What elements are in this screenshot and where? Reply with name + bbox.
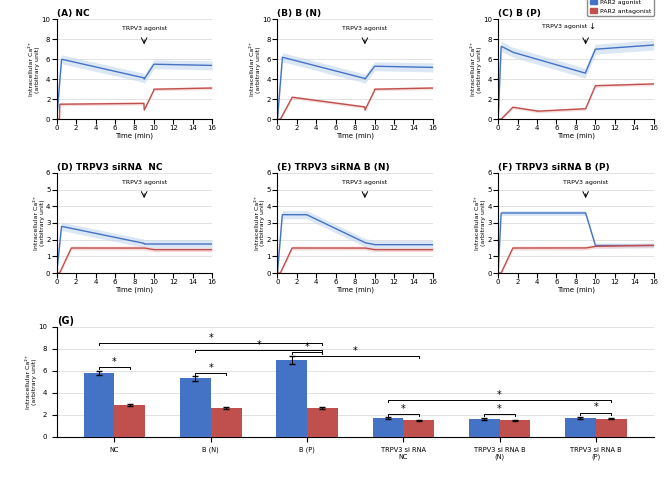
Y-axis label: Intracellular Ca²⁺
(arbitrary unit): Intracellular Ca²⁺ (arbitrary unit) bbox=[34, 196, 45, 250]
Text: TRPV3 agonist: TRPV3 agonist bbox=[542, 24, 587, 29]
X-axis label: Time (min): Time (min) bbox=[557, 287, 595, 293]
X-axis label: Time (min): Time (min) bbox=[336, 133, 374, 139]
Text: *: * bbox=[401, 404, 406, 414]
Bar bbox=[565, 418, 596, 437]
Y-axis label: Intracellular Ca²⁺
(arbitrary unit): Intracellular Ca²⁺ (arbitrary unit) bbox=[476, 196, 486, 250]
Bar bbox=[211, 408, 241, 437]
Bar bbox=[180, 379, 211, 437]
Bar bbox=[404, 420, 434, 437]
X-axis label: Time (min): Time (min) bbox=[115, 133, 153, 139]
X-axis label: Time (min): Time (min) bbox=[115, 287, 153, 293]
Text: TRPV3 agonist: TRPV3 agonist bbox=[342, 180, 388, 185]
Text: (G): (G) bbox=[57, 316, 73, 326]
Text: *: * bbox=[112, 357, 117, 367]
Text: TRPV3 agonist: TRPV3 agonist bbox=[121, 180, 167, 185]
X-axis label: Time (min): Time (min) bbox=[557, 133, 595, 139]
Legend: PAR2 agonist, PAR2 antagonist: PAR2 agonist, PAR2 antagonist bbox=[587, 0, 654, 16]
Y-axis label: Intracellular Ca²⁺
(arbitrary unit): Intracellular Ca²⁺ (arbitrary unit) bbox=[29, 42, 40, 96]
Text: (B) B (N): (B) B (N) bbox=[277, 10, 321, 18]
Text: TRPV3 agonist: TRPV3 agonist bbox=[563, 180, 608, 185]
Y-axis label: Intracellular Ca²⁺
(arbitrary unit): Intracellular Ca²⁺ (arbitrary unit) bbox=[255, 196, 265, 250]
Text: *: * bbox=[305, 342, 309, 352]
Text: *: * bbox=[257, 340, 261, 350]
Text: TRPV3 agonist: TRPV3 agonist bbox=[121, 26, 167, 31]
Text: *: * bbox=[594, 402, 598, 412]
Y-axis label: Intracellular Ca²⁺
(arbitrary unit): Intracellular Ca²⁺ (arbitrary unit) bbox=[471, 42, 482, 96]
Bar bbox=[83, 373, 115, 437]
Text: (A) NC: (A) NC bbox=[57, 10, 89, 18]
Text: *: * bbox=[208, 363, 213, 372]
Text: *: * bbox=[208, 333, 213, 343]
Text: *: * bbox=[497, 390, 502, 400]
Y-axis label: Intracellular Ca²⁺
(arbitrary unit): Intracellular Ca²⁺ (arbitrary unit) bbox=[250, 42, 261, 96]
Text: (C) B (P): (C) B (P) bbox=[498, 10, 541, 18]
Bar bbox=[372, 418, 404, 437]
Bar bbox=[596, 419, 627, 437]
Text: (F) TRPV3 siRNA B (P): (F) TRPV3 siRNA B (P) bbox=[498, 163, 610, 172]
Text: ↓: ↓ bbox=[588, 22, 596, 31]
Bar bbox=[469, 419, 500, 437]
Bar bbox=[276, 360, 307, 437]
Bar bbox=[500, 420, 530, 437]
Y-axis label: Intracellular Ca²⁺
(arbitrary unit): Intracellular Ca²⁺ (arbitrary unit) bbox=[26, 355, 37, 409]
Bar bbox=[307, 408, 338, 437]
Text: *: * bbox=[497, 404, 502, 414]
Bar bbox=[115, 405, 145, 437]
X-axis label: Time (min): Time (min) bbox=[336, 287, 374, 293]
Text: TRPV3 agonist: TRPV3 agonist bbox=[342, 26, 388, 31]
Text: (E) TRPV3 siRNA B (N): (E) TRPV3 siRNA B (N) bbox=[277, 163, 390, 172]
Text: *: * bbox=[353, 346, 358, 356]
Text: (D) TRPV3 siRNA  NC: (D) TRPV3 siRNA NC bbox=[57, 163, 162, 172]
